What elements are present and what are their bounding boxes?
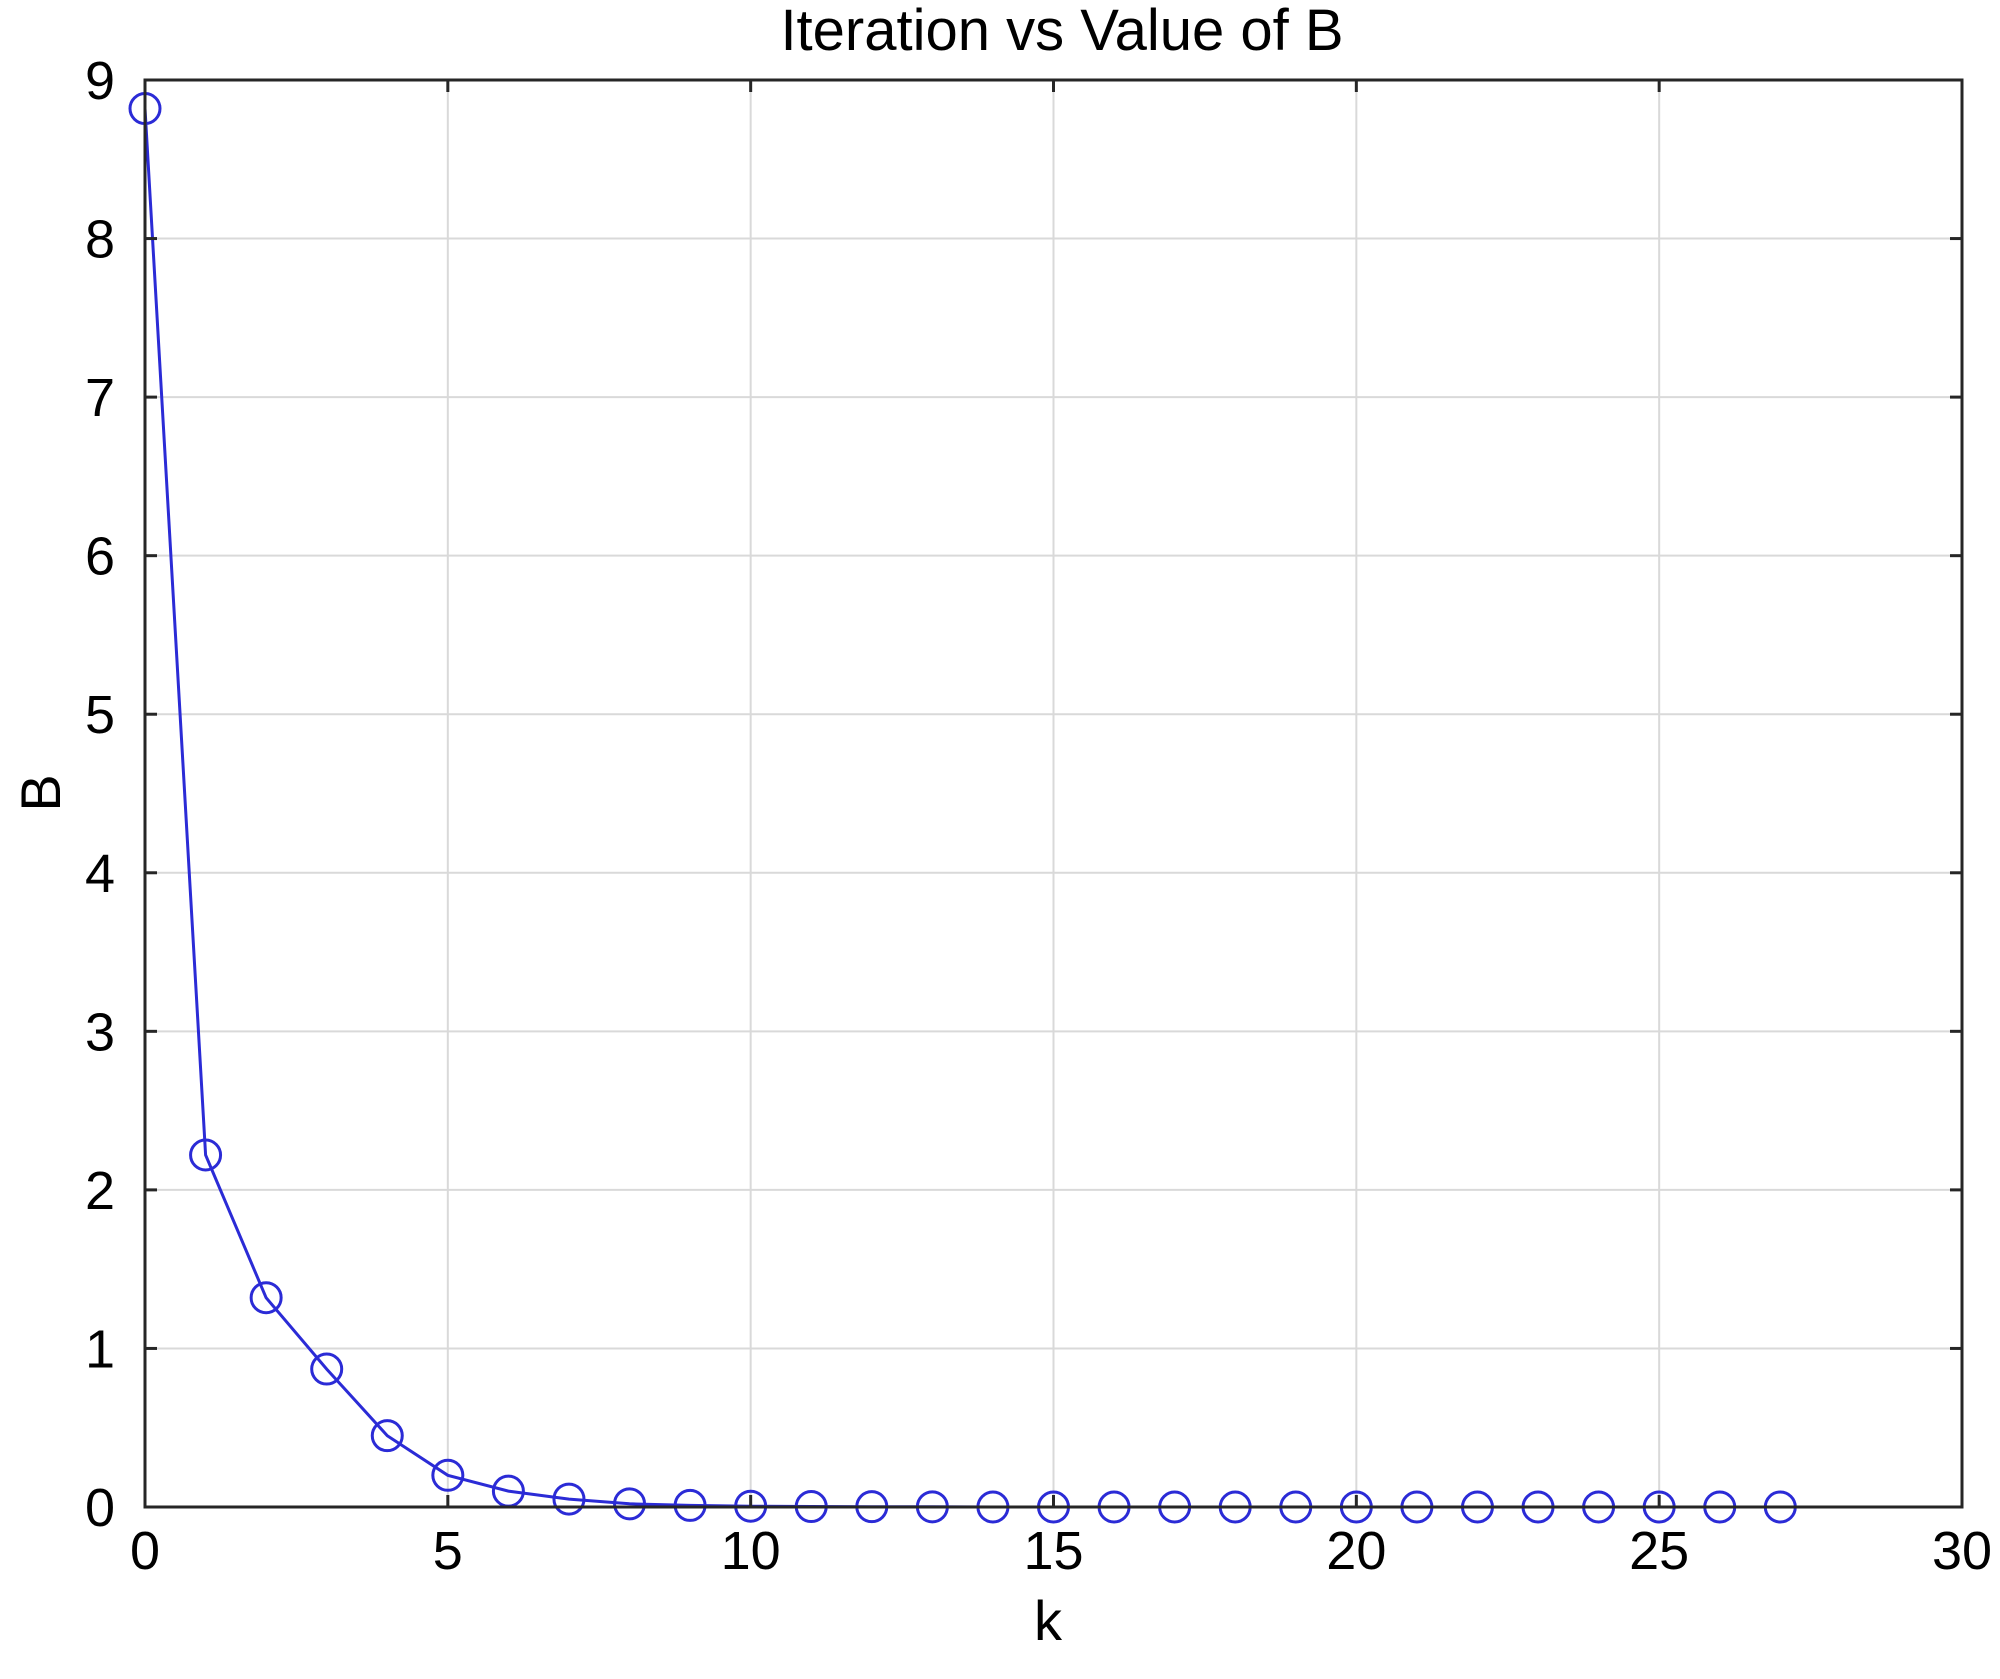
y-tick-label: 5 bbox=[85, 685, 115, 745]
x-tick-label: 20 bbox=[1326, 1521, 1386, 1581]
data-point-marker bbox=[552, 1482, 586, 1516]
data-point-marker bbox=[310, 1352, 344, 1386]
data-point-marker bbox=[673, 1488, 707, 1522]
grid bbox=[144, 79, 1963, 1508]
y-axis-label: B bbox=[9, 774, 72, 811]
series-layer bbox=[128, 92, 1797, 1524]
chart-title: Iteration vs Value of B bbox=[780, 0, 1343, 63]
y-tick-label: 1 bbox=[85, 1319, 115, 1379]
y-tick-label: 0 bbox=[85, 1478, 115, 1538]
x-tick-label: 30 bbox=[1932, 1521, 1992, 1581]
x-tick-label: 15 bbox=[1023, 1521, 1083, 1581]
y-tick-label: 7 bbox=[85, 368, 115, 428]
data-point-marker bbox=[189, 1138, 223, 1172]
x-tick-label: 25 bbox=[1629, 1521, 1689, 1581]
y-tick-label: 8 bbox=[85, 210, 115, 270]
x-axis-label: k bbox=[1034, 1589, 1063, 1652]
y-tick-label: 3 bbox=[85, 1002, 115, 1062]
data-point-marker bbox=[370, 1419, 404, 1453]
x-tick-label: 10 bbox=[721, 1521, 781, 1581]
y-tick-label: 6 bbox=[85, 527, 115, 587]
y-tick-label: 9 bbox=[85, 51, 115, 111]
data-point-marker bbox=[613, 1487, 647, 1521]
y-tick-label: 2 bbox=[85, 1161, 115, 1221]
data-point-marker bbox=[249, 1281, 283, 1315]
x-tick-label: 0 bbox=[130, 1521, 160, 1581]
x-tick-label: 5 bbox=[433, 1521, 463, 1581]
y-tick-label: 4 bbox=[85, 844, 115, 904]
data-point-marker bbox=[431, 1458, 465, 1492]
ticks: 0 5 10 15 20 25 30 0 1 2 3 4 5 6 7 8 9 bbox=[85, 51, 1992, 1581]
series-line bbox=[143, 108, 1781, 1509]
